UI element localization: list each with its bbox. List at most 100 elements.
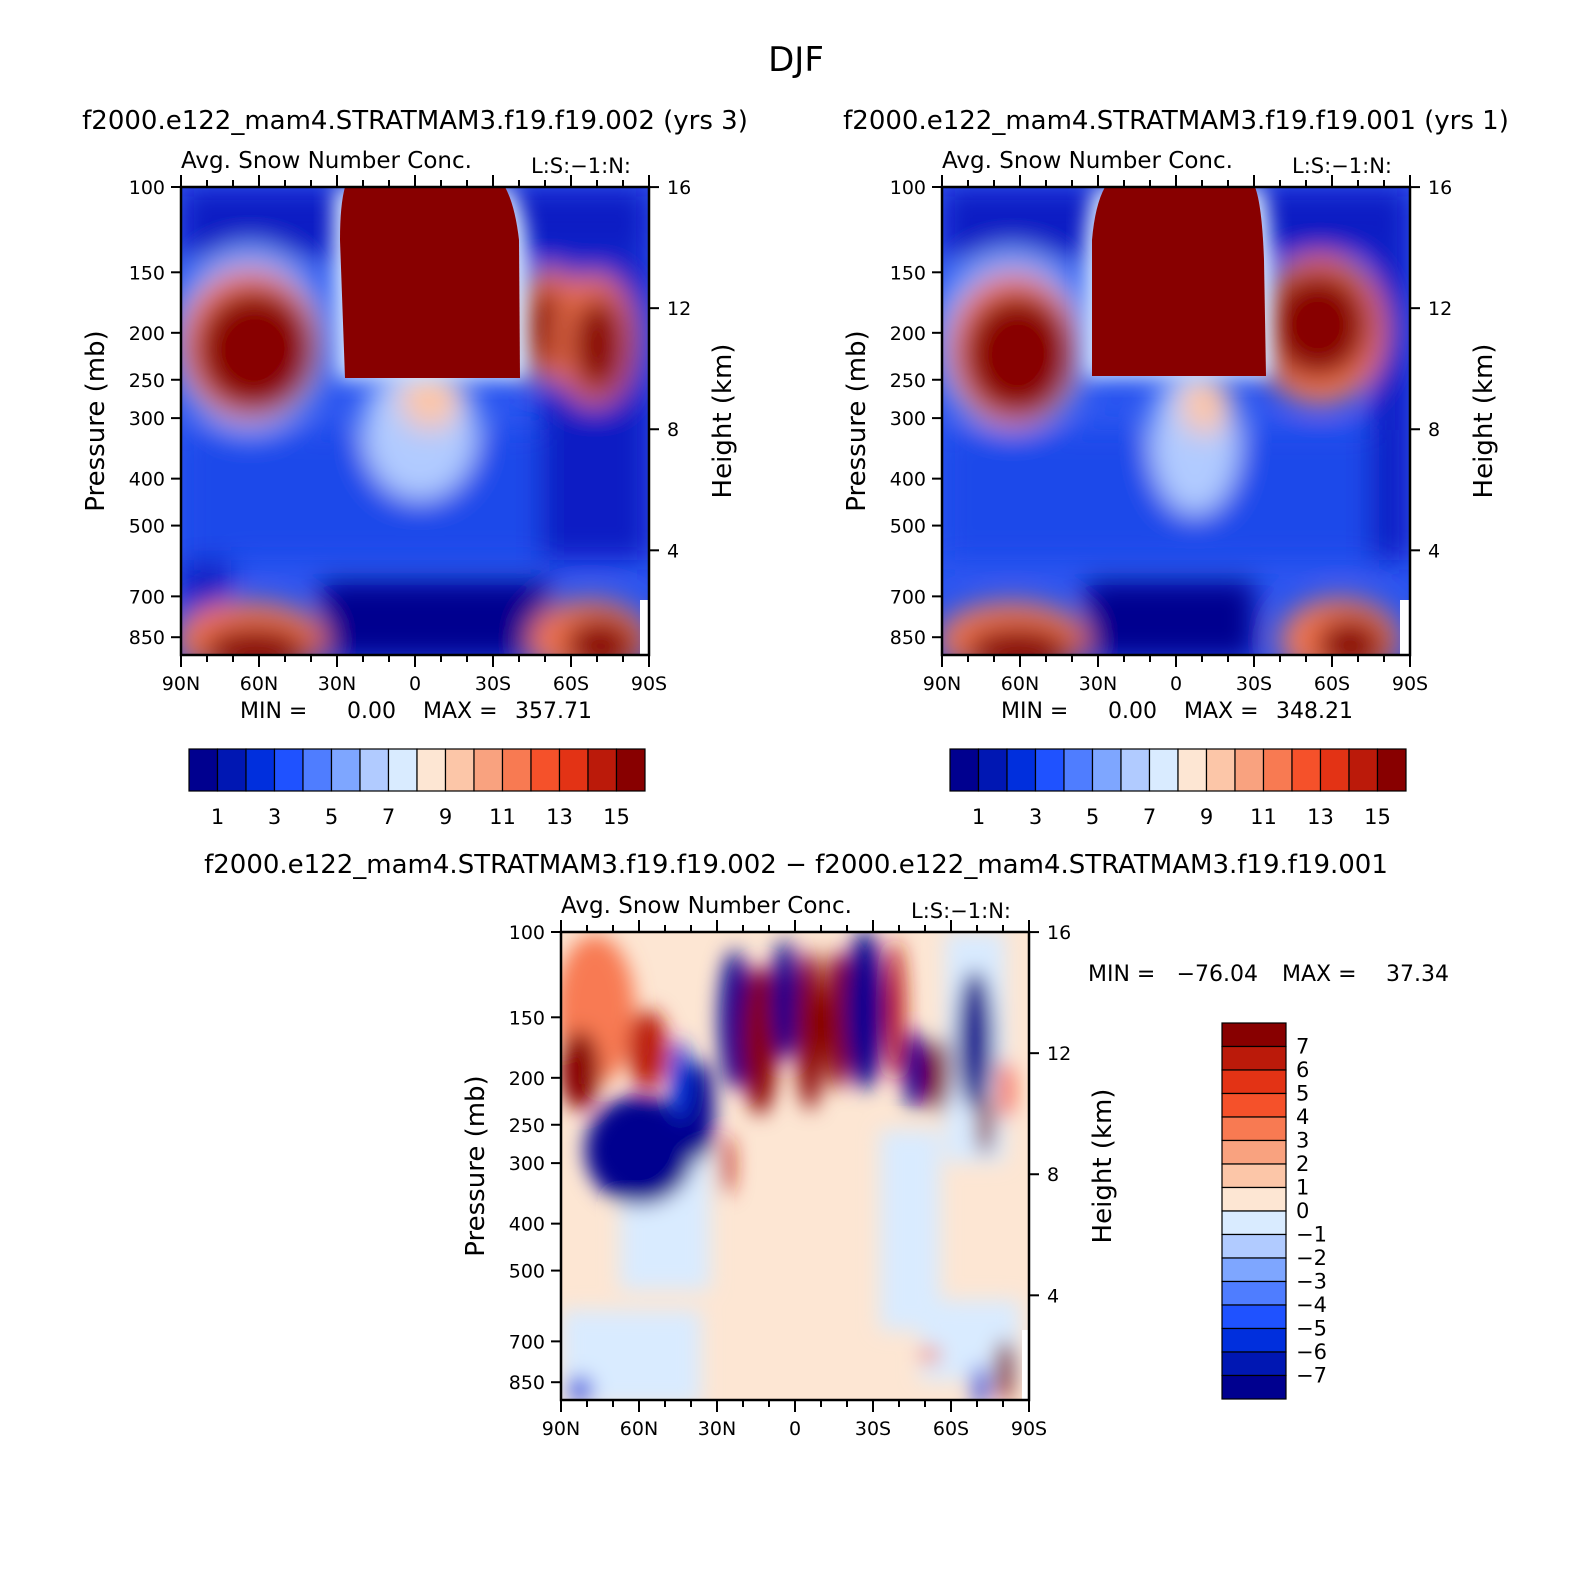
colorbar-swatch xyxy=(216,748,247,792)
colorbar-swatch xyxy=(188,748,219,792)
colorbar-swatch xyxy=(1291,748,1322,792)
y-axis-label: Pressure (mb) xyxy=(842,330,872,511)
x-tick-label: 0 xyxy=(789,1418,801,1440)
y-tick-label: 250 xyxy=(129,370,165,392)
x-tick-label: 30S xyxy=(475,673,511,695)
colorbar-swatch xyxy=(1221,1022,1287,1048)
panel-title: f2000.e122_mam4.STRATMAM3.f19.f19.001 (y… xyxy=(843,106,1509,136)
colorbar-swatch xyxy=(1221,1116,1287,1142)
y-tick-label: 100 xyxy=(509,922,545,944)
colorbar-label: 5 xyxy=(1086,805,1099,829)
colorbar-swatch xyxy=(245,748,276,792)
colorbar-swatch xyxy=(1221,1374,1287,1400)
x-tick-label: 30N xyxy=(698,1418,736,1440)
colorbar-swatch xyxy=(977,748,1008,792)
y-tick-label: 100 xyxy=(890,177,926,199)
colorbar-swatch xyxy=(1063,748,1094,792)
colorbar-swatch xyxy=(1319,748,1350,792)
max-value: 37.34 xyxy=(1386,962,1449,987)
colorbar-label: 11 xyxy=(489,805,516,829)
panel-subtitle-right: L:S:−1:N: xyxy=(911,899,1011,923)
colorbar-label: −6 xyxy=(1296,1340,1327,1364)
colorbar-label: 3 xyxy=(268,805,281,829)
colorbar-swatch xyxy=(1221,1069,1287,1095)
colorbar-label: 5 xyxy=(325,805,338,829)
colorbar-label: 9 xyxy=(1200,805,1213,829)
panel-title: f2000.e122_mam4.STRATMAM3.f19.f19.002 − … xyxy=(204,850,1388,880)
colorbar-case1: 1 3 5 7 9 11 13 15 xyxy=(188,748,646,829)
min-label: MIN = xyxy=(240,699,307,724)
colorbar-label: 1 xyxy=(1296,1176,1309,1200)
colorbar-label: 6 xyxy=(1296,1058,1309,1082)
y-tick-label: 150 xyxy=(890,262,926,284)
colorbar-swatch xyxy=(1120,748,1151,792)
x-tick-label: 60S xyxy=(933,1418,969,1440)
height-tick-label: 16 xyxy=(667,177,691,199)
y-tick-label: 500 xyxy=(890,516,926,538)
min-value: −76.04 xyxy=(1177,962,1258,987)
y-axis-label: Pressure (mb) xyxy=(81,330,111,511)
max-value: 357.71 xyxy=(515,699,592,724)
colorbar-swatch xyxy=(273,748,304,792)
colorbar-label: 15 xyxy=(603,805,630,829)
colorbar-label: 1 xyxy=(972,805,985,829)
colorbar-label: −3 xyxy=(1296,1270,1327,1294)
y-tick-label: 200 xyxy=(509,1068,545,1090)
colorbar-swatch xyxy=(473,748,504,792)
colorbar-swatch xyxy=(587,748,618,792)
x-tick-label: 90S xyxy=(1011,1418,1047,1440)
max-label: MAX = xyxy=(1184,699,1259,724)
x-tick-label: 60S xyxy=(1314,673,1350,695)
colorbar-label: 1 xyxy=(211,805,224,829)
max-label: MAX = xyxy=(423,699,498,724)
x-tick-label: 60N xyxy=(620,1418,658,1440)
x-tick-label: 30S xyxy=(855,1418,891,1440)
colorbar-swatch xyxy=(558,748,589,792)
panel-subtitle: Avg. Snow Number Conc. xyxy=(561,893,852,919)
x-tick-label: 0 xyxy=(409,673,421,695)
colorbar-label: 3 xyxy=(1029,805,1042,829)
colorbar-label: 9 xyxy=(439,805,452,829)
colorbar-swatch xyxy=(1177,748,1208,792)
colorbar-swatch xyxy=(1376,748,1407,792)
y-tick-label: 200 xyxy=(890,323,926,345)
height-tick-label: 12 xyxy=(1047,1043,1071,1065)
height-tick-label: 8 xyxy=(1047,1164,1059,1186)
colorbar-label: 3 xyxy=(1296,1129,1309,1153)
y-tick-label: 150 xyxy=(129,262,165,284)
plot-area xyxy=(561,932,1029,1400)
height-tick-label: 4 xyxy=(1047,1285,1059,1307)
colorbar-swatch xyxy=(1221,1351,1287,1377)
y-tick-label: 700 xyxy=(129,586,165,608)
colorbar-swatch xyxy=(949,748,980,792)
max-value: 348.21 xyxy=(1276,699,1353,724)
y-axis-label-right: Height (km) xyxy=(708,344,738,499)
y-tick-label: 300 xyxy=(509,1153,545,1175)
colorbar-label: 7 xyxy=(1143,805,1156,829)
x-tick-label: 0 xyxy=(1170,673,1182,695)
height-tick-label: 16 xyxy=(1428,177,1452,199)
y-tick-label: 850 xyxy=(890,627,926,649)
colorbar-label: 13 xyxy=(546,805,573,829)
y-tick-label: 250 xyxy=(890,370,926,392)
x-tick-label: 30N xyxy=(318,673,356,695)
min-value: 0.00 xyxy=(1108,699,1157,724)
colorbar-swatch xyxy=(1034,748,1065,792)
y-tick-label: 400 xyxy=(509,1214,545,1236)
y-tick-label: 850 xyxy=(129,627,165,649)
y-tick-label: 100 xyxy=(129,177,165,199)
min-value: 0.00 xyxy=(347,699,396,724)
colorbar-label: −4 xyxy=(1296,1293,1327,1317)
colorbar-swatch xyxy=(1221,1304,1287,1330)
figure-title: DJF xyxy=(768,40,824,80)
colorbar-swatch xyxy=(1221,1210,1287,1236)
y-tick-label: 400 xyxy=(890,469,926,491)
panel-case2: f2000.e122_mam4.STRATMAM3.f19.f19.001 (y… xyxy=(842,106,1509,829)
min-label: MIN = xyxy=(1001,699,1068,724)
colorbar-swatch xyxy=(1262,748,1293,792)
y-axis-label-right: Height (km) xyxy=(1469,344,1499,499)
plot-area xyxy=(181,187,649,655)
panel-subtitle: Avg. Snow Number Conc. xyxy=(181,148,472,174)
colorbar-swatch xyxy=(530,748,561,792)
